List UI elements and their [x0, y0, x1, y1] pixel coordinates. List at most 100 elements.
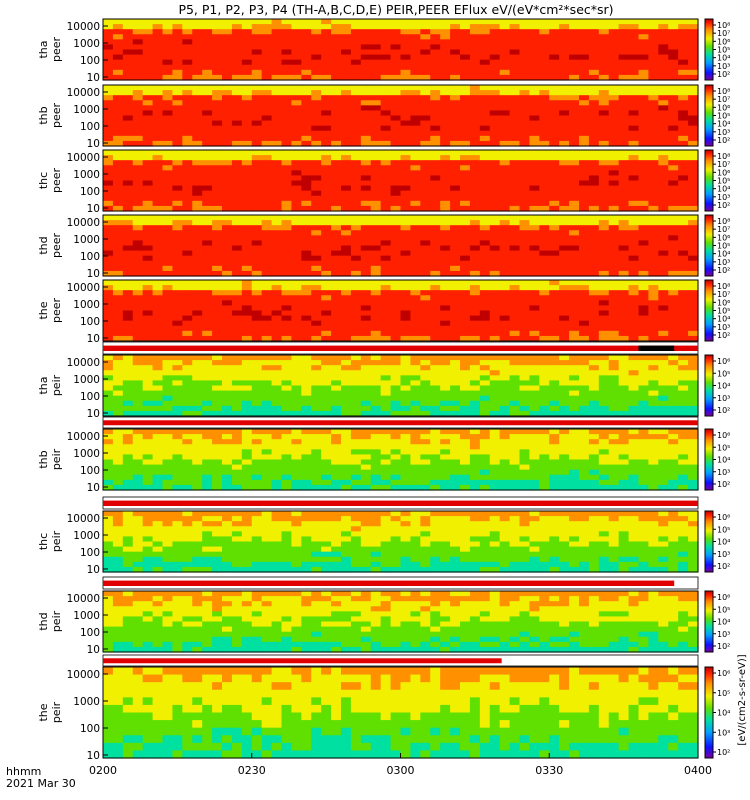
spectrogram-cell [142, 155, 154, 161]
spectrogram-cell [311, 115, 322, 122]
spectrogram-cell [162, 240, 174, 247]
spectrogram-cell [202, 115, 213, 122]
spectrogram-cell [212, 385, 223, 392]
spectrogram-cell [569, 225, 580, 231]
spectrogram-cell [321, 220, 332, 226]
spectrogram-cell [410, 85, 421, 91]
spectrogram-cell [509, 220, 521, 226]
colorbar-tick-label: 10³ [717, 128, 730, 137]
spectrogram-cell [469, 180, 481, 187]
spectrogram-cell [559, 255, 570, 262]
spectrogram-cell [380, 90, 392, 96]
spectrogram-cell [281, 125, 293, 132]
spectrogram-cell [410, 54, 421, 61]
spectrogram-cell [222, 110, 233, 117]
spectrogram-cell [579, 225, 590, 231]
spectrogram-cell [331, 429, 342, 435]
spectrogram-cell [579, 160, 590, 166]
spectrogram-cell [241, 90, 253, 96]
spectrogram-cell [241, 320, 253, 327]
spectrogram-cell [103, 180, 114, 187]
spectrogram-cell [460, 205, 471, 212]
spectrogram-cell [222, 484, 233, 491]
colorbar-tick-label: 10⁴ [717, 382, 730, 391]
spectrogram-cell [301, 140, 312, 147]
spectrogram-cell [608, 130, 620, 137]
spectrogram-cell [559, 39, 570, 46]
spectrogram-cell [182, 130, 193, 137]
spectrogram-cell [469, 225, 481, 231]
spectrogram-cell [112, 135, 124, 142]
spectrogram-cell [588, 175, 600, 182]
spectrogram-cell [311, 170, 322, 177]
spectrogram-cell [212, 400, 223, 407]
spectrogram-cell [142, 429, 154, 435]
spectrogram-cell [370, 120, 382, 127]
spectrogram-cell [539, 160, 550, 166]
spectrogram-cell [281, 155, 293, 161]
spectrogram-cell [549, 29, 560, 35]
spectrogram-cell [678, 300, 689, 307]
spectrogram-cell [311, 190, 322, 197]
spectrogram-cell [549, 335, 560, 342]
spectrogram-cell [608, 85, 620, 91]
spectrogram-cell [529, 105, 540, 112]
spectrogram-cell [331, 330, 342, 337]
spectrogram-cell [222, 365, 233, 371]
spectrogram-cell [499, 335, 511, 342]
spectrogram-cell [192, 439, 203, 445]
spectrogram-cell [122, 320, 134, 327]
spectrogram-cell [658, 69, 669, 76]
spectrogram-cell [152, 155, 164, 161]
spectrogram-cell [469, 74, 481, 81]
spectrogram-cell [569, 29, 580, 35]
spectrogram-cell [162, 190, 174, 197]
spectrogram-cell [489, 100, 501, 106]
spectrogram-cell [112, 150, 124, 156]
spectrogram-cell [152, 100, 164, 106]
spectrogram-cell [460, 100, 471, 106]
spectrogram-cell [261, 444, 273, 450]
spectrogram-cell [122, 39, 134, 46]
spectrogram-cell [202, 150, 213, 156]
spectrogram-cell [251, 90, 263, 96]
spectrogram-cell [380, 125, 392, 132]
spectrogram-cell [311, 300, 322, 307]
spectrogram-cell [103, 24, 114, 30]
spectrogram-cell [489, 130, 501, 137]
spectrogram-cell [241, 380, 253, 387]
spectrogram-cell [688, 29, 699, 35]
spectrogram-cell [440, 135, 451, 142]
spectrogram-cell [291, 125, 302, 132]
spectrogram-cell [400, 429, 412, 435]
spectrogram-cell [291, 95, 302, 101]
spectrogram-cell [360, 464, 372, 471]
spectrogram-cell [529, 365, 540, 371]
spectrogram-cell [529, 295, 540, 301]
spectrogram-cell [420, 390, 431, 397]
spectrogram-cell [241, 375, 253, 382]
spectrogram-cell [271, 395, 283, 402]
spectrogram-cell [122, 85, 134, 91]
spectrogram-cell [469, 49, 481, 56]
spectrogram-cell [400, 285, 412, 291]
spectrogram-cell [321, 400, 332, 407]
spectrogram-cell [479, 305, 491, 312]
spectrogram-cell [291, 130, 302, 137]
spectrogram-cell [529, 245, 540, 252]
spectrogram-cell [231, 444, 243, 450]
spectrogram-cell [688, 59, 699, 66]
spectrogram-cell [380, 290, 392, 296]
spectrogram-cell [648, 235, 659, 242]
spectrogram-cell [241, 120, 253, 127]
spectrogram-cell [529, 140, 540, 147]
spectrogram-cell [460, 370, 471, 376]
spectrogram-cell [231, 320, 243, 327]
spectrogram-cell [251, 285, 263, 291]
spectrogram-cell [192, 434, 203, 440]
spectrogram-cell [420, 39, 431, 46]
spectrogram-cell [549, 215, 560, 221]
spectrogram-cell [370, 175, 382, 182]
spectrogram-cell [152, 120, 164, 127]
spectrogram-cell [489, 19, 501, 25]
